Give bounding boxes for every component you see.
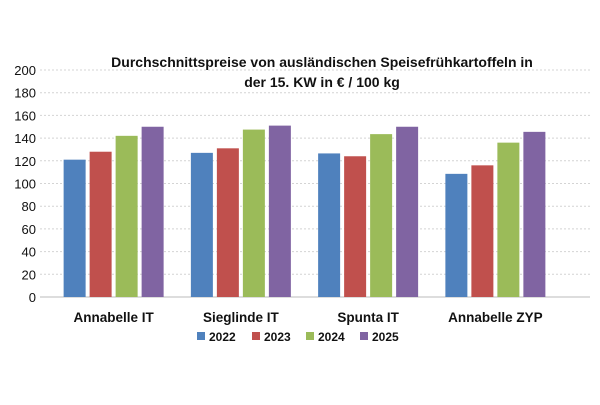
legend-swatch [306, 332, 314, 340]
category-label: Annabelle IT [73, 310, 154, 325]
bar-2023 [216, 148, 239, 297]
legend-swatch [197, 332, 205, 340]
bar-2025 [141, 126, 164, 297]
legend-label: 2025 [372, 330, 399, 344]
bar-2022 [445, 173, 468, 297]
y-tick-label: 200 [14, 63, 36, 78]
y-tick-label: 180 [14, 86, 36, 101]
y-axis-ticks: 0 20 40 60 80 100 120 140 160 180 200 [14, 63, 36, 305]
legend: 2022 2023 2024 2025 [197, 330, 399, 344]
bar-2024 [242, 129, 265, 297]
bar-2022 [190, 152, 213, 297]
bar-2023 [89, 151, 112, 297]
y-tick-label: 160 [14, 108, 36, 123]
y-tick-label: 140 [14, 131, 36, 146]
bar-2025 [268, 125, 291, 298]
y-tick-label: 20 [22, 267, 36, 282]
bar-2023 [471, 165, 494, 297]
y-tick-label: 80 [22, 199, 36, 214]
y-tick-label: 120 [14, 154, 36, 169]
category-label: Sieglinde IT [203, 310, 280, 325]
y-tick-label: 0 [29, 290, 36, 305]
bar-2025 [523, 131, 546, 297]
bar-2022 [318, 153, 341, 297]
bar-2023 [344, 156, 367, 297]
legend-swatch [360, 332, 368, 340]
y-tick-label: 60 [22, 222, 36, 237]
y-tick-label: 40 [22, 245, 36, 260]
chart-title-line-2: der 15. KW in € / 100 kg [244, 74, 400, 90]
x-axis-labels: Annabelle IT Sieglinde IT Spunta IT Annabel… [73, 310, 542, 325]
bar-2024 [115, 135, 138, 297]
chart-title-line-1: Durchschnittspreise von ausländischen Sp… [111, 54, 533, 70]
y-tick-label: 100 [14, 177, 36, 192]
category-label: Annabelle ZYP [448, 310, 543, 325]
legend-label: 2022 [209, 330, 236, 344]
bar-2025 [396, 126, 419, 297]
category-label: Spunta IT [337, 310, 399, 325]
bar-2024 [497, 142, 520, 297]
bar-2024 [370, 134, 393, 297]
legend-label: 2023 [264, 330, 291, 344]
legend-swatch [252, 332, 260, 340]
bars [63, 125, 546, 298]
legend-label: 2024 [318, 330, 345, 344]
bar-2022 [63, 159, 86, 297]
